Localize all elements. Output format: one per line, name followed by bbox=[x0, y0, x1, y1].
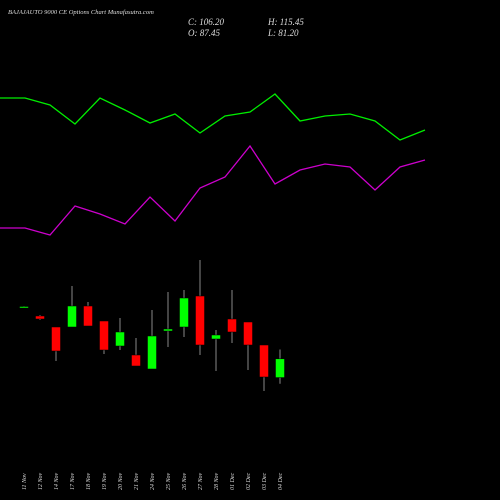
candle-body bbox=[35, 315, 45, 320]
x-tick-label: 17 Nov bbox=[70, 472, 76, 490]
chart-title: BAJAJAUTO 9000 CE Options Chart Munafasu… bbox=[8, 9, 154, 16]
candle-body bbox=[211, 334, 221, 340]
candle-body bbox=[179, 297, 189, 328]
x-tick-label: 02 Dec bbox=[246, 473, 252, 490]
indicator-line bbox=[0, 93, 426, 141]
x-tick-label: 24 Nov bbox=[149, 472, 156, 490]
candle-body bbox=[243, 321, 253, 346]
indicator-line bbox=[0, 144, 426, 236]
x-tick-label: 19 Nov bbox=[102, 472, 108, 490]
header-high: H: 115.45 bbox=[267, 17, 304, 27]
header-close: C: 106.20 bbox=[188, 17, 225, 27]
x-tick-label: 25 Nov bbox=[166, 472, 172, 490]
candle-body bbox=[227, 318, 237, 333]
x-tick-label: 21 Nov bbox=[134, 472, 140, 490]
x-tick-label: 26 Nov bbox=[182, 472, 188, 490]
x-tick-label: 27 Nov bbox=[198, 472, 204, 490]
header-open: O: 87.45 bbox=[188, 28, 220, 38]
x-tick-label: 04 Dec bbox=[277, 473, 284, 490]
x-tick-label: 01 Dec bbox=[230, 473, 236, 490]
candle-body bbox=[259, 344, 269, 378]
candle-body bbox=[19, 306, 29, 309]
x-tick-label: 28 Nov bbox=[214, 472, 220, 490]
candle-body bbox=[147, 335, 157, 370]
candle-body bbox=[99, 320, 109, 351]
candle-body bbox=[115, 331, 125, 347]
candle-body bbox=[195, 295, 205, 346]
candle-body bbox=[163, 328, 173, 332]
x-tick-label: 18 Nov bbox=[86, 472, 92, 490]
x-tick-label: 12 Nov bbox=[38, 472, 44, 490]
x-tick-label: 11 Nov bbox=[22, 473, 28, 490]
header-low: L: 81.20 bbox=[267, 28, 299, 38]
candle-body bbox=[83, 305, 93, 327]
candle-body bbox=[51, 326, 61, 352]
x-tick-label: 20 Nov bbox=[118, 472, 124, 490]
x-tick-label: 03 Dec bbox=[262, 473, 268, 490]
x-tick-label: 14 Nov bbox=[53, 472, 60, 490]
candle-body bbox=[67, 305, 77, 328]
candle-body bbox=[131, 354, 141, 367]
candle-body bbox=[275, 358, 285, 378]
